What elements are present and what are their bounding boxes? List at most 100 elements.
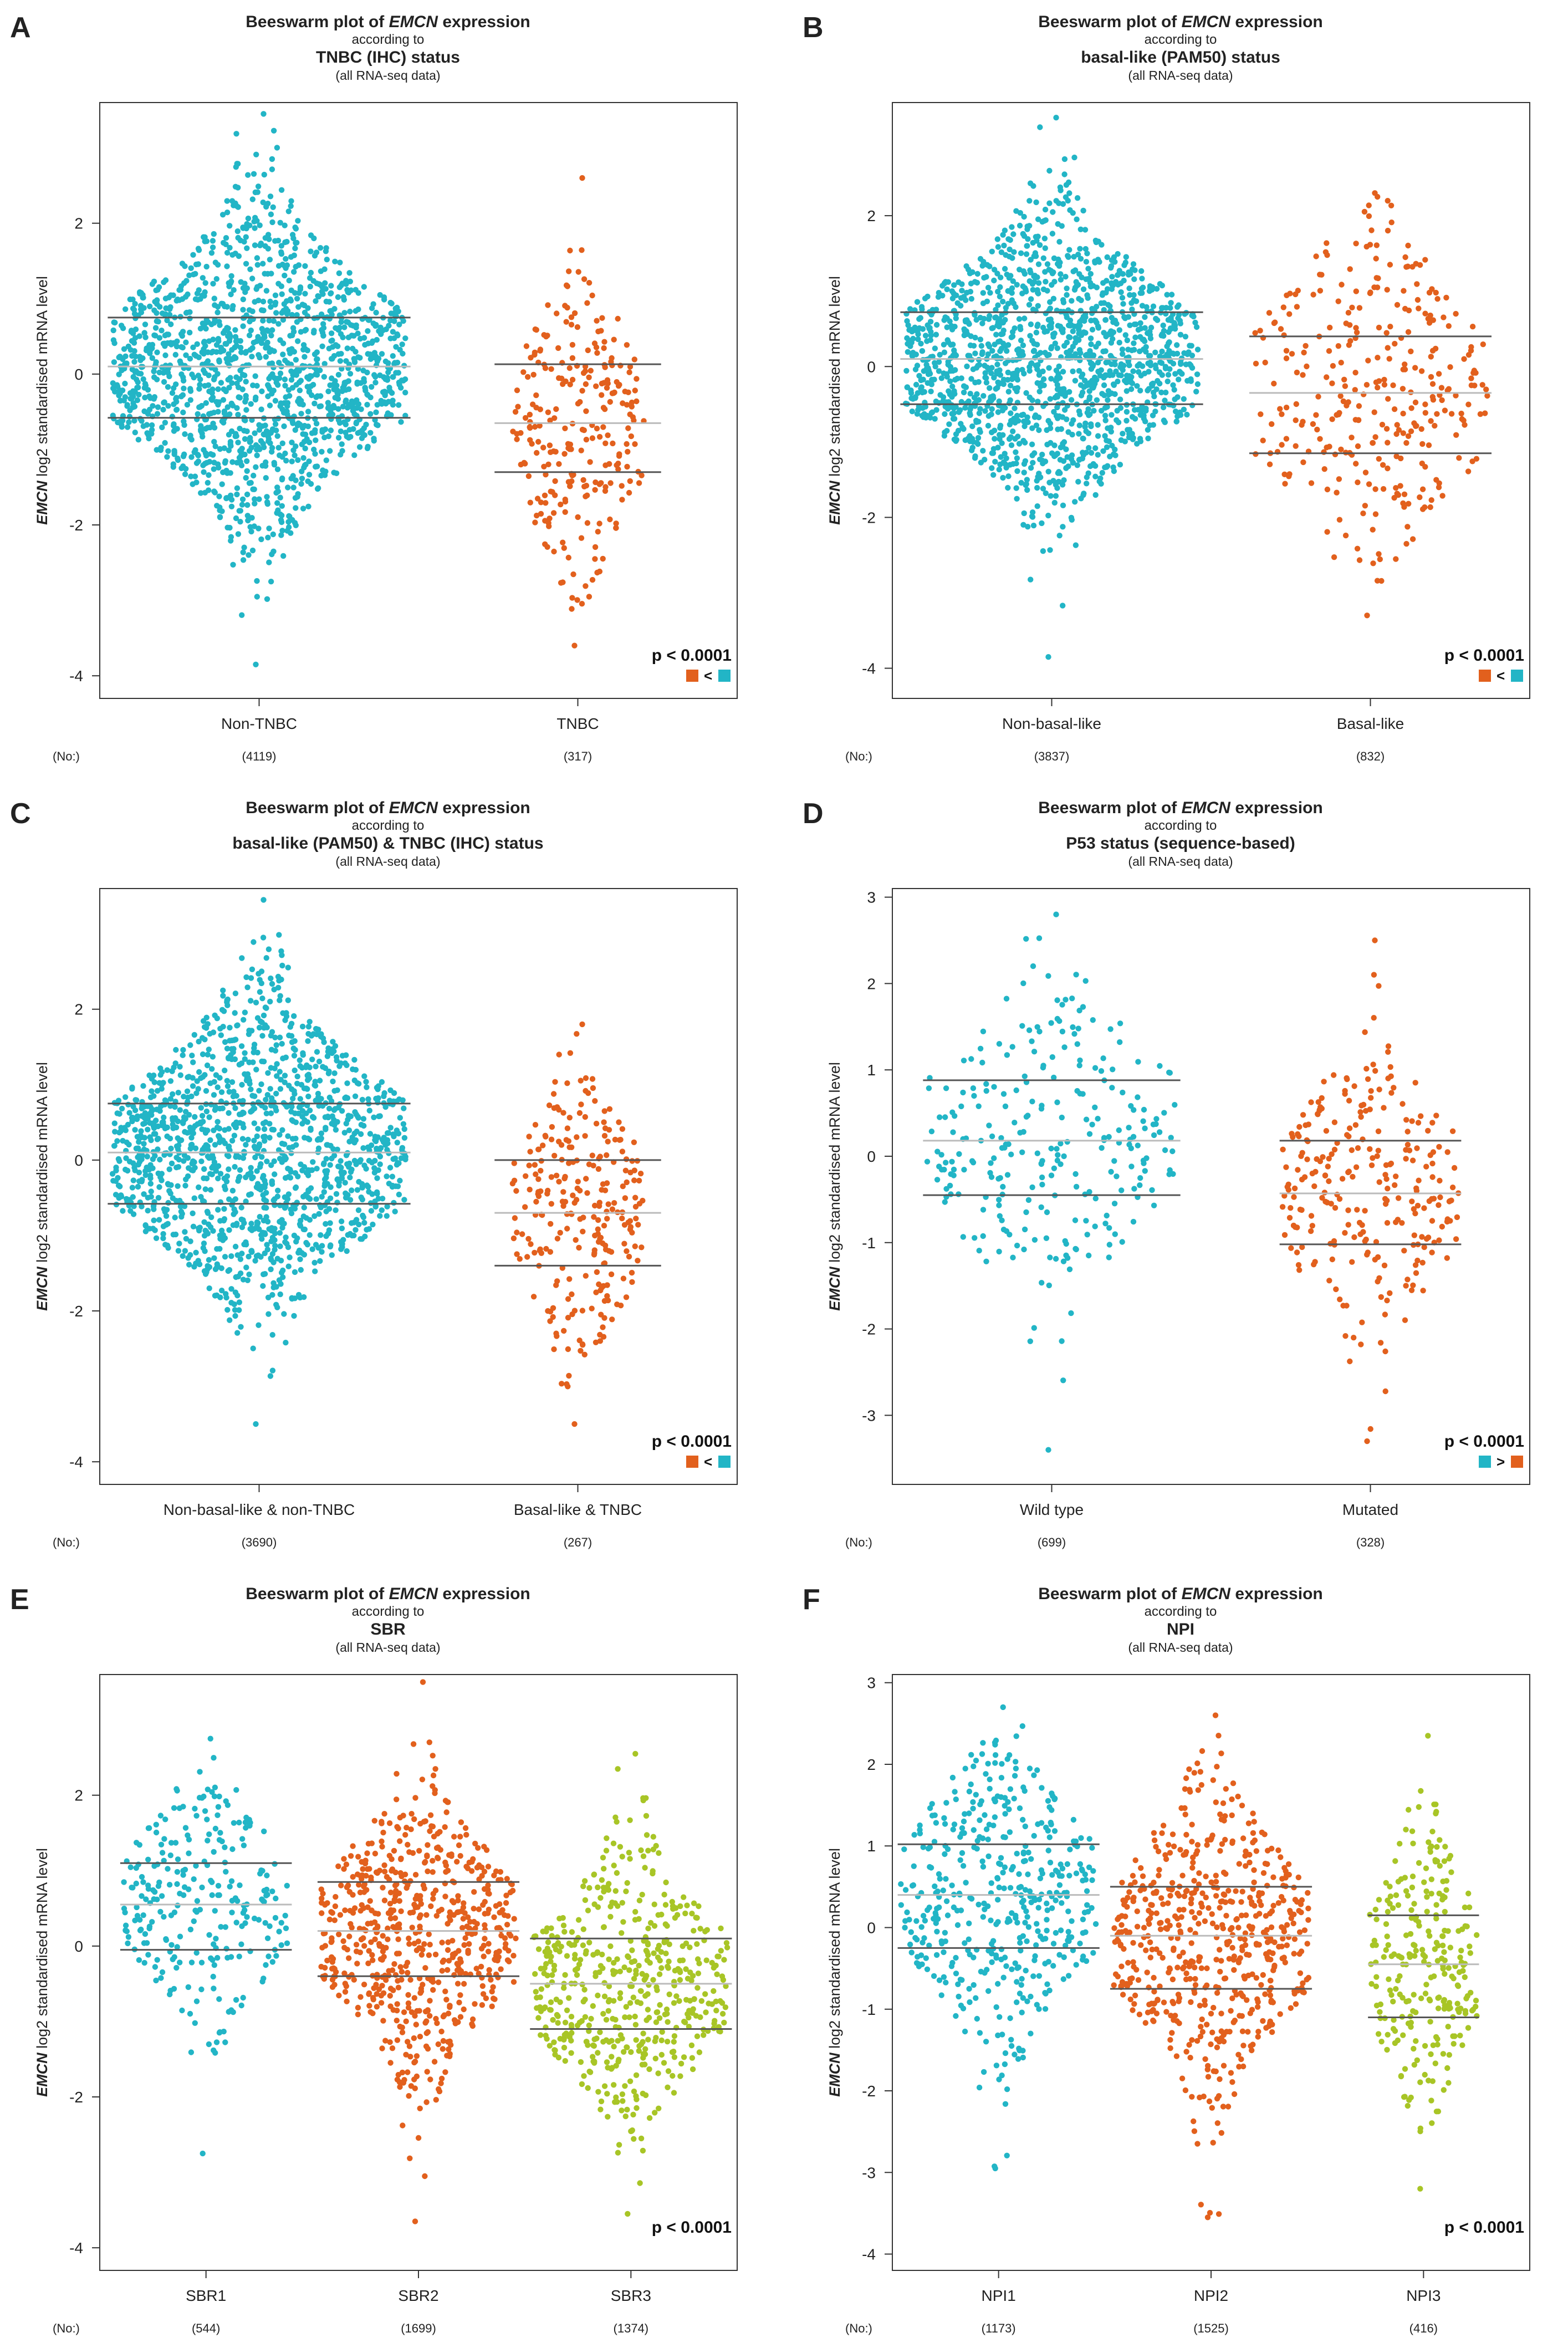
data-point [1120, 351, 1125, 357]
data-point [1412, 365, 1418, 370]
data-point [575, 514, 580, 520]
data-point [1281, 472, 1287, 477]
data-point [301, 1213, 307, 1219]
data-point [1384, 330, 1390, 335]
data-point [1116, 372, 1122, 378]
data-point [395, 1140, 400, 1145]
data-point [236, 204, 241, 210]
data-point [273, 427, 279, 433]
data-point [971, 439, 976, 445]
data-point [387, 1088, 393, 1093]
data-point [283, 266, 288, 271]
data-point [171, 1065, 176, 1070]
data-point [318, 1031, 324, 1037]
data-point [1109, 274, 1115, 279]
data-point [1078, 256, 1084, 262]
data-point [1417, 494, 1422, 500]
data-point [173, 352, 178, 358]
data-point [1339, 282, 1344, 287]
data-point [337, 259, 343, 265]
data-point [1336, 412, 1341, 417]
data-point [338, 351, 344, 356]
data-point [1023, 458, 1028, 464]
data-point [355, 330, 360, 336]
data-point [165, 448, 171, 454]
data-point [253, 1066, 259, 1072]
data-point [354, 381, 360, 386]
data-point [1046, 201, 1052, 206]
data-point [1456, 455, 1462, 461]
data-point [1148, 308, 1154, 314]
data-point [276, 932, 282, 937]
data-point [264, 288, 269, 293]
data-point [260, 318, 265, 323]
data-point [1159, 349, 1164, 354]
data-point [229, 347, 234, 353]
data-point [247, 223, 252, 228]
data-point [132, 301, 137, 307]
data-point [270, 205, 276, 210]
data-point [262, 1105, 268, 1110]
data-point [255, 262, 261, 268]
data-point [181, 453, 186, 459]
data-point [1077, 422, 1082, 428]
data-point [362, 1234, 367, 1239]
data-point [625, 425, 631, 431]
data-point [357, 1159, 362, 1165]
data-point [1341, 399, 1346, 404]
data-point [1117, 340, 1122, 345]
data-point [392, 1209, 398, 1214]
data-point [1087, 411, 1092, 417]
data-point [183, 353, 188, 358]
data-point [540, 445, 546, 450]
data-point [1083, 450, 1089, 455]
data-point [310, 1031, 316, 1037]
data-point [626, 490, 632, 496]
data-point [371, 1115, 376, 1120]
data-point [1012, 325, 1017, 331]
data-point [594, 426, 600, 431]
data-point [977, 429, 983, 435]
data-point [374, 1149, 380, 1154]
data-point [1096, 341, 1101, 346]
data-point [936, 368, 942, 374]
data-point [1145, 360, 1151, 366]
data-point [227, 223, 232, 228]
data-point [1033, 412, 1038, 418]
data-point [210, 336, 216, 342]
data-point [255, 1015, 261, 1020]
data-point [1325, 487, 1330, 492]
data-point [1161, 323, 1166, 328]
data-point [251, 171, 257, 177]
data-point [160, 1120, 165, 1125]
data-point [165, 384, 171, 390]
data-point [361, 335, 367, 340]
data-point [1035, 303, 1041, 309]
data-point [584, 493, 590, 498]
data-point [601, 380, 607, 385]
data-point [1397, 483, 1403, 488]
data-point [307, 389, 312, 394]
data-point [264, 1025, 270, 1030]
data-point [180, 1047, 186, 1053]
data-point [1403, 541, 1409, 547]
data-point [1152, 409, 1158, 414]
data-point [971, 343, 977, 349]
data-point [925, 294, 930, 299]
data-point [245, 1278, 251, 1283]
data-point [581, 276, 587, 282]
data-point [234, 161, 240, 166]
data-point [367, 1131, 373, 1136]
data-point [309, 373, 314, 379]
data-point [990, 393, 996, 399]
data-point [292, 1053, 297, 1058]
data-point [202, 490, 208, 496]
data-point [1129, 348, 1135, 353]
data-point [978, 336, 983, 342]
data-point [257, 977, 263, 983]
data-point [375, 422, 380, 428]
data-point [1330, 363, 1336, 369]
data-point [1012, 436, 1018, 442]
data-point [980, 393, 986, 399]
data-point [229, 497, 234, 502]
